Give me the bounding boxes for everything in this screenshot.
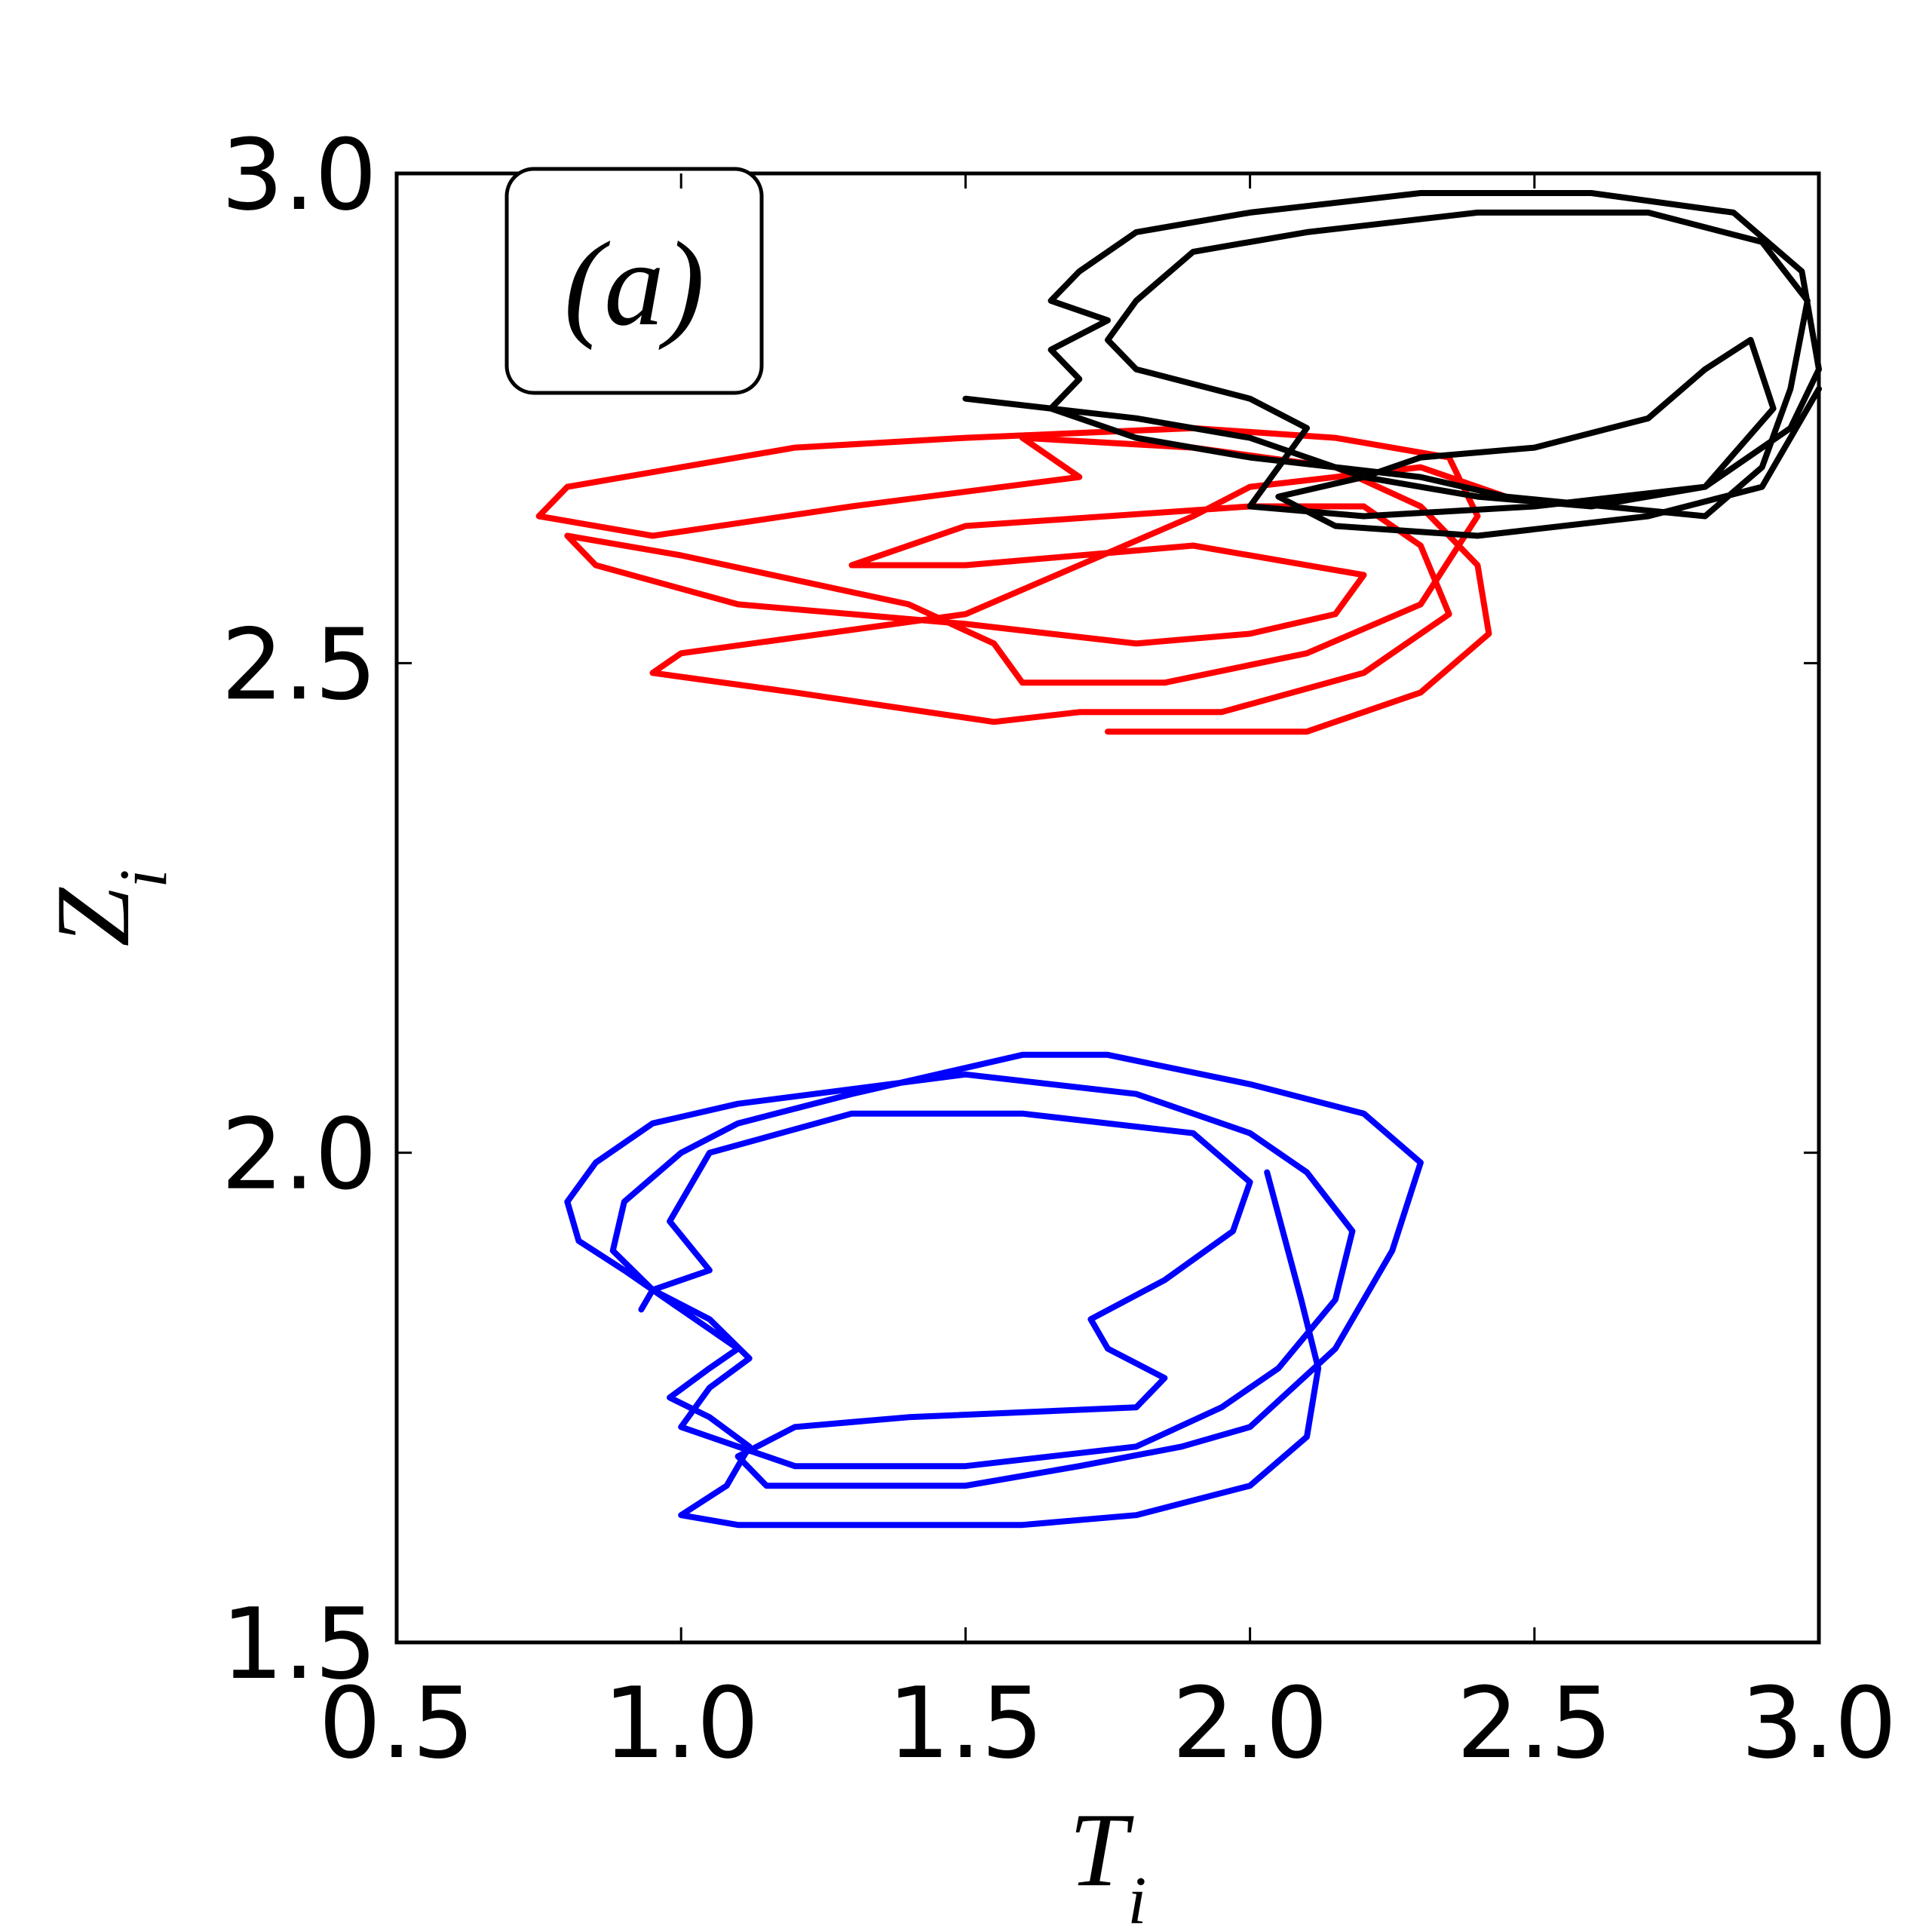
x-tick-label: 0.5	[319, 1666, 475, 1780]
x-tick-label: 2.0	[1172, 1666, 1328, 1780]
annotation: (a)	[564, 216, 705, 351]
x-axis-label: Ti	[1069, 1792, 1147, 1932]
y-axis-label: Zi	[35, 869, 181, 947]
annotation-box	[504, 167, 764, 395]
x-tick-label: 3.0	[1741, 1666, 1897, 1780]
x-tick-label: 1.0	[603, 1666, 759, 1780]
axes-frame	[394, 171, 1821, 1645]
plot-area	[535, 190, 1822, 1529]
x-tick-label: 1.5	[888, 1666, 1044, 1780]
y-tick-label: 2.5	[221, 607, 377, 722]
trajectory-line	[535, 425, 1510, 735]
y-tick-label: 3.0	[221, 118, 377, 232]
x-tick-label: 2.5	[1456, 1666, 1612, 1780]
y-tick-label: 1.5	[221, 1587, 377, 1701]
trajectory-line	[564, 1051, 1424, 1529]
y-tick-label: 2.0	[221, 1097, 377, 1212]
trajectory-line	[962, 190, 1822, 539]
